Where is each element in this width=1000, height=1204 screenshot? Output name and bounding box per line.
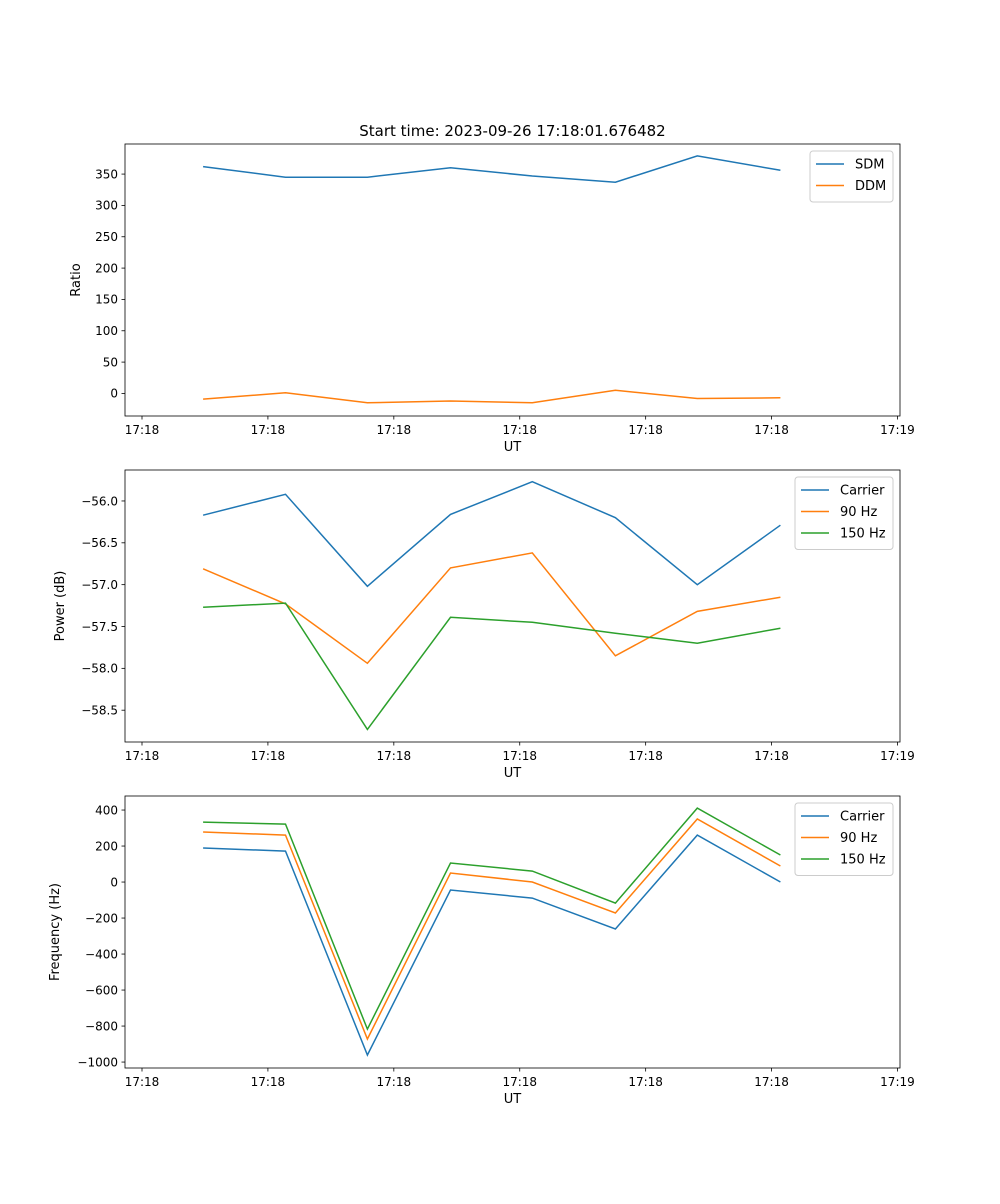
y-tick-label: 200 xyxy=(95,261,118,275)
y-tick-label: −1000 xyxy=(77,1055,118,1069)
subplot-2: 17:18 17:18 17:18 17:18 17:18 17:18 17:19 −58.5… xyxy=(53,469,915,781)
y-tick-label: −800 xyxy=(85,1019,118,1033)
legend: Carrier 90 Hz 150 Hz xyxy=(794,802,894,876)
chart-title: Start time: 2023-09-26 17:18:01.676482 xyxy=(359,122,665,140)
legend-label: DDM xyxy=(855,179,886,194)
y-tick-label: 0 xyxy=(110,875,118,889)
x-tick-label: 17:18 xyxy=(628,423,663,437)
legend-label: Carrier xyxy=(840,484,885,499)
legend-label: 90 Hz xyxy=(840,505,877,520)
series-line-ddm xyxy=(203,389,781,404)
y-tick-label: 300 xyxy=(95,199,118,213)
legend-label: 90 Hz xyxy=(840,831,877,846)
y-tick-label: −600 xyxy=(85,983,118,997)
x-tick-label: 17:18 xyxy=(377,1075,412,1089)
y-tick-label: 150 xyxy=(95,293,118,307)
x-tick-label: 17:18 xyxy=(377,423,412,437)
legend: SDM DDM xyxy=(809,150,894,203)
y-tick-label: 250 xyxy=(95,230,118,244)
y-tick-label: −400 xyxy=(85,947,118,961)
y-tick-label: −58.5 xyxy=(81,703,118,717)
x-tick-label: 17:18 xyxy=(251,749,286,763)
x-tick-label: 17:18 xyxy=(754,749,789,763)
y-tick-label: 100 xyxy=(95,324,118,338)
y-tick-label: −57.0 xyxy=(81,578,118,592)
x-tick-label: 17:18 xyxy=(502,1075,537,1089)
x-tick-label: 17:18 xyxy=(125,423,160,437)
x-axis-label: UT xyxy=(504,1092,522,1107)
x-tick-label: 17:18 xyxy=(754,1075,789,1089)
x-axis-label: UT xyxy=(504,766,522,781)
y-tick-label: −58.0 xyxy=(81,662,118,676)
x-tick-label: 17:18 xyxy=(125,749,160,763)
axes-frame xyxy=(124,143,901,417)
x-tick-label: 17:18 xyxy=(251,1075,286,1089)
y-tick-label: −200 xyxy=(85,911,118,925)
x-tick-label: 17:19 xyxy=(880,1075,915,1089)
series-line-carrier xyxy=(203,834,781,1057)
x-tick-label: 17:18 xyxy=(377,749,412,763)
subplot-1: 17:18 17:18 17:18 17:18 17:18 17:18 17:19 0 50 10… xyxy=(69,143,915,455)
x-tick-label: 17:18 xyxy=(502,423,537,437)
x-tick-label: 17:18 xyxy=(502,749,537,763)
x-tick-label: 17:18 xyxy=(754,423,789,437)
y-tick-label: 50 xyxy=(103,355,118,369)
legend-box xyxy=(794,802,894,876)
y-tick-label: −57.5 xyxy=(81,620,118,634)
y-axis-label: Frequency (Hz) xyxy=(48,883,63,981)
y-axis-label: Ratio xyxy=(69,263,84,296)
series-line-carrier xyxy=(202,480,781,588)
legend-label: Carrier xyxy=(840,810,885,825)
legend-label: 150 Hz xyxy=(840,853,886,868)
legend-label: 150 Hz xyxy=(840,527,886,542)
x-tick-label: 17:18 xyxy=(251,423,286,437)
y-tick-label: −56.0 xyxy=(81,494,118,508)
axes-frame xyxy=(124,795,901,1069)
legend: Carrier 90 Hz 150 Hz xyxy=(794,476,894,550)
x-tick-label: 17:18 xyxy=(628,1075,663,1089)
legend-box xyxy=(794,476,894,550)
y-tick-label: 0 xyxy=(110,387,118,401)
series-line-150-hz xyxy=(203,602,781,731)
x-axis-label: UT xyxy=(504,440,522,455)
legend-label: SDM xyxy=(855,158,884,173)
y-tick-label: −56.5 xyxy=(81,536,118,550)
series-line-90-hz xyxy=(202,552,781,665)
axes-frame xyxy=(124,469,901,743)
x-tick-label: 17:19 xyxy=(880,423,915,437)
subplot-3: 17:18 17:18 17:18 17:18 17:18 17:18 17:19 −1000… xyxy=(48,795,915,1107)
y-tick-label: 200 xyxy=(95,839,118,853)
y-axis-label: Power (dB) xyxy=(53,571,68,642)
series-line-90-hz xyxy=(203,818,781,1041)
y-tick-label: 400 xyxy=(95,803,118,817)
x-tick-label: 17:18 xyxy=(628,749,663,763)
x-tick-label: 17:18 xyxy=(125,1075,160,1089)
x-tick-label: 17:19 xyxy=(880,749,915,763)
series-line-150-hz xyxy=(203,807,781,1031)
y-tick-label: 350 xyxy=(95,167,118,181)
series-line-sdm xyxy=(203,155,781,183)
